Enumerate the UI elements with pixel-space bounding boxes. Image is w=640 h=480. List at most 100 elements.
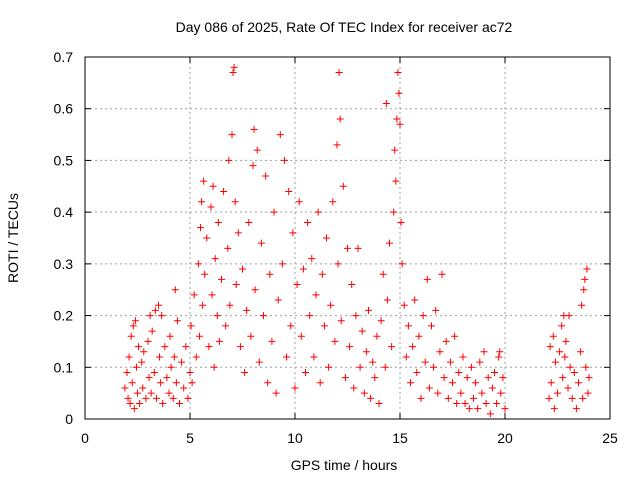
data-point-47 <box>187 322 195 330</box>
data-point-209 <box>491 368 498 376</box>
data-point-181 <box>432 306 440 314</box>
data-point-73 <box>226 301 234 309</box>
data-point-114 <box>306 312 314 320</box>
data-point-26 <box>155 301 162 309</box>
data-point-2 <box>124 394 132 402</box>
data-point-30 <box>159 399 167 407</box>
data-point-169 <box>407 379 414 387</box>
data-point-25 <box>152 394 160 402</box>
data-point-57 <box>201 270 209 278</box>
data-point-22 <box>148 327 156 335</box>
data-point-157 <box>390 208 398 216</box>
data-point-175 <box>419 312 427 320</box>
y-axis-label: ROTI / TECUs <box>5 193 21 283</box>
chart-title: Day 086 of 2025, Rate Of TEC Index for r… <box>176 19 513 35</box>
data-point-0 <box>121 384 129 392</box>
data-point-105 <box>287 322 295 330</box>
data-point-41 <box>176 399 183 407</box>
data-point-100 <box>276 131 284 139</box>
data-point-113 <box>304 218 312 226</box>
data-point-243 <box>584 389 592 397</box>
data-point-241 <box>582 363 590 371</box>
data-point-191 <box>453 399 461 407</box>
data-point-126 <box>331 337 339 345</box>
data-point-19 <box>145 374 153 382</box>
data-point-28 <box>157 379 165 387</box>
data-point-140 <box>356 363 364 371</box>
x-tick-label: 15 <box>392 430 408 446</box>
data-point-218 <box>547 379 555 387</box>
data-point-75 <box>229 69 237 77</box>
y-tick-label: 0.3 <box>54 256 74 272</box>
data-point-66 <box>214 218 222 226</box>
data-point-143 <box>362 348 370 356</box>
data-point-135 <box>346 343 354 351</box>
data-point-162 <box>395 89 403 97</box>
data-point-111 <box>299 265 307 273</box>
data-point-21 <box>147 389 155 397</box>
data-point-131 <box>337 317 345 325</box>
data-point-58 <box>203 234 211 242</box>
data-point-184 <box>438 270 446 278</box>
data-point-48 <box>188 379 196 387</box>
data-point-133 <box>341 374 349 382</box>
data-point-210 <box>493 399 501 407</box>
data-point-51 <box>194 260 202 268</box>
data-point-78 <box>232 281 240 289</box>
data-point-34 <box>166 332 174 340</box>
data-point-43 <box>180 384 188 392</box>
data-point-89 <box>253 146 261 154</box>
data-point-147 <box>371 374 379 382</box>
x-tick-labels: 0 5 10 15 20 25 <box>81 430 618 446</box>
data-point-8 <box>130 405 138 413</box>
y-tick-label: 0 <box>65 411 73 427</box>
data-point-244 <box>585 374 593 382</box>
data-point-63 <box>210 363 218 371</box>
data-point-118 <box>314 208 322 216</box>
data-point-61 <box>208 291 216 299</box>
data-point-62 <box>209 182 217 190</box>
data-point-190 <box>451 332 459 340</box>
data-point-88 <box>251 286 259 294</box>
data-point-176 <box>421 358 429 366</box>
data-point-203 <box>478 389 486 397</box>
data-point-69 <box>220 187 228 195</box>
data-point-224 <box>558 322 566 330</box>
data-point-31 <box>161 343 169 351</box>
data-point-170 <box>409 343 417 351</box>
y-tick-label: 0.7 <box>54 49 74 65</box>
data-point-186 <box>442 337 450 345</box>
data-point-80 <box>236 343 244 351</box>
data-point-166 <box>400 301 408 309</box>
data-point-228 <box>562 337 570 345</box>
data-point-77 <box>231 198 239 206</box>
data-point-154 <box>383 296 391 304</box>
data-point-40 <box>173 317 181 325</box>
data-point-206 <box>484 374 492 382</box>
data-point-138 <box>352 312 360 320</box>
data-point-108 <box>293 281 301 289</box>
data-point-32 <box>163 374 171 382</box>
data-point-234 <box>572 405 580 413</box>
data-point-197 <box>465 405 473 413</box>
data-point-37 <box>170 353 178 361</box>
data-point-86 <box>249 162 257 170</box>
data-point-216 <box>545 394 553 402</box>
y-tick-label: 0.5 <box>54 152 74 168</box>
data-points <box>121 63 593 418</box>
data-point-193 <box>457 389 465 397</box>
data-point-217 <box>546 343 554 351</box>
data-point-96 <box>268 337 276 345</box>
data-point-136 <box>348 281 356 289</box>
data-point-225 <box>559 374 567 382</box>
data-point-232 <box>568 394 576 402</box>
data-point-53 <box>197 224 204 232</box>
data-point-76 <box>230 63 238 71</box>
data-point-102 <box>281 156 288 164</box>
data-point-153 <box>382 100 390 108</box>
data-point-68 <box>218 275 225 283</box>
data-point-94 <box>264 379 272 387</box>
data-point-222 <box>554 389 561 397</box>
data-point-5 <box>127 332 135 340</box>
